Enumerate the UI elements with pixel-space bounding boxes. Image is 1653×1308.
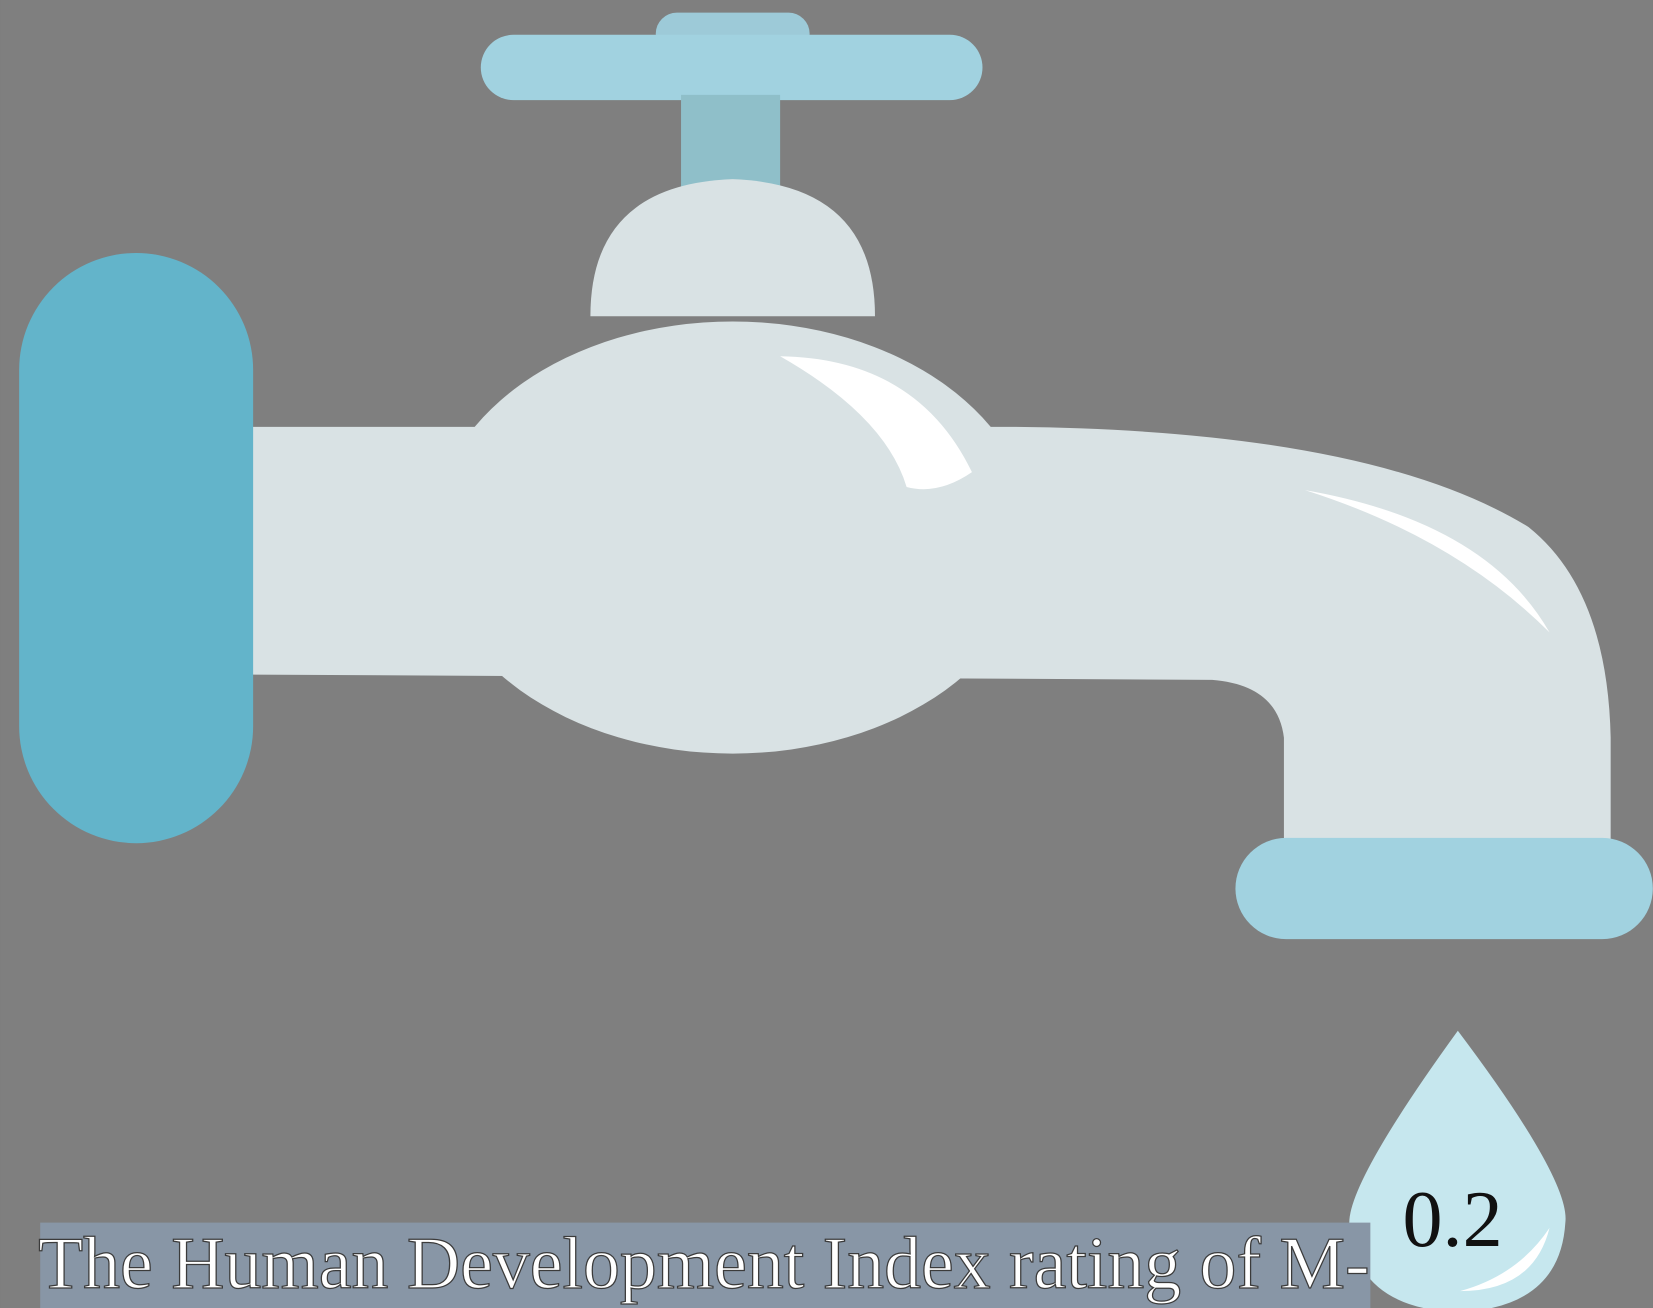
- water-drop: [1349, 1030, 1566, 1308]
- highlight: [780, 356, 972, 490]
- valve-cap: [590, 179, 875, 317]
- caption-box: [40, 1222, 1371, 1308]
- spout-ring: [1235, 837, 1653, 940]
- wall-flange: [19, 252, 254, 844]
- handle-bar: [480, 34, 983, 101]
- caption: The Human Development Index rating of M-: [38, 1222, 1370, 1304]
- spout: [242, 426, 1611, 844]
- drop-highlight: [1459, 1227, 1550, 1292]
- drop-value: 0.2: [1403, 1176, 1503, 1264]
